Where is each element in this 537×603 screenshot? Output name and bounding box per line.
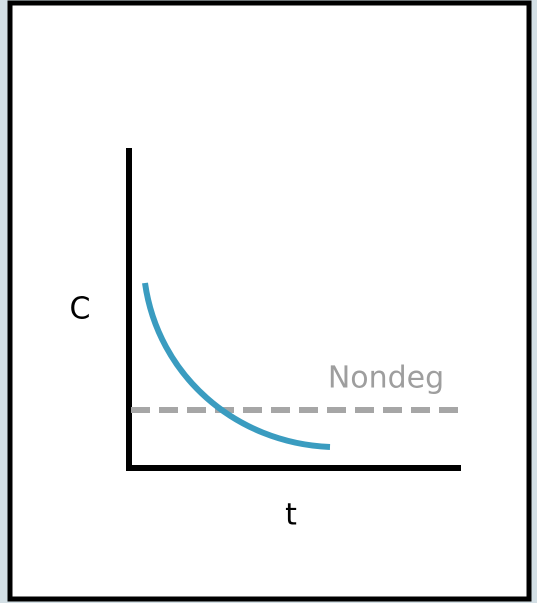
frame [7, 0, 532, 602]
y-axis-label: C [70, 292, 91, 327]
decay-curve [142, 282, 331, 450]
reference-label: Nondeg [328, 361, 444, 396]
x-axis-label: t [285, 498, 297, 533]
